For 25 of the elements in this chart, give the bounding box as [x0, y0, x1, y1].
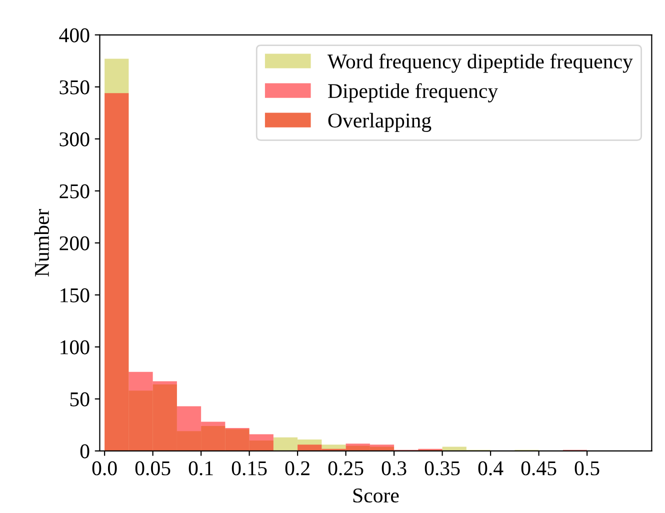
y-tick-label: 200 — [60, 236, 90, 250]
x-tick-label: 0.45 — [521, 461, 556, 476]
x-tick-label: 0.5 — [574, 461, 600, 476]
y-tick-label: 350 — [60, 80, 90, 94]
x-tick-label: 0.3 — [382, 461, 406, 476]
y-tick-label: 400 — [59, 28, 90, 42]
y-tick-label: 150 — [60, 288, 90, 302]
legend-label: Word frequency dipeptide frequency — [327, 54, 633, 73]
x-tick-label: 0.1 — [188, 461, 213, 476]
x-axis-title: Score — [353, 488, 399, 503]
y-tick-label: 100 — [60, 340, 90, 354]
y-tick-label: 250 — [60, 184, 90, 198]
x-tick-label: 0.2 — [285, 461, 310, 476]
y-axis-title: Number — [34, 208, 49, 276]
x-tick-label: 0.25 — [328, 461, 364, 476]
y-tick-label: 50 — [70, 392, 90, 406]
y-tick-label: 300 — [60, 132, 90, 146]
x-tick-label: 0.05 — [135, 461, 170, 476]
legend-label: Dipeptide frequency — [328, 83, 498, 102]
annotation: Overlapping — [328, 112, 432, 132]
y-tick-label: 0 — [80, 444, 90, 458]
x-tick-label: 0.15 — [232, 461, 267, 476]
x-tick-label: 0.0 — [92, 461, 117, 476]
x-tick-label: 0.35 — [424, 461, 460, 476]
x-tick-label: 0.4 — [478, 461, 504, 476]
